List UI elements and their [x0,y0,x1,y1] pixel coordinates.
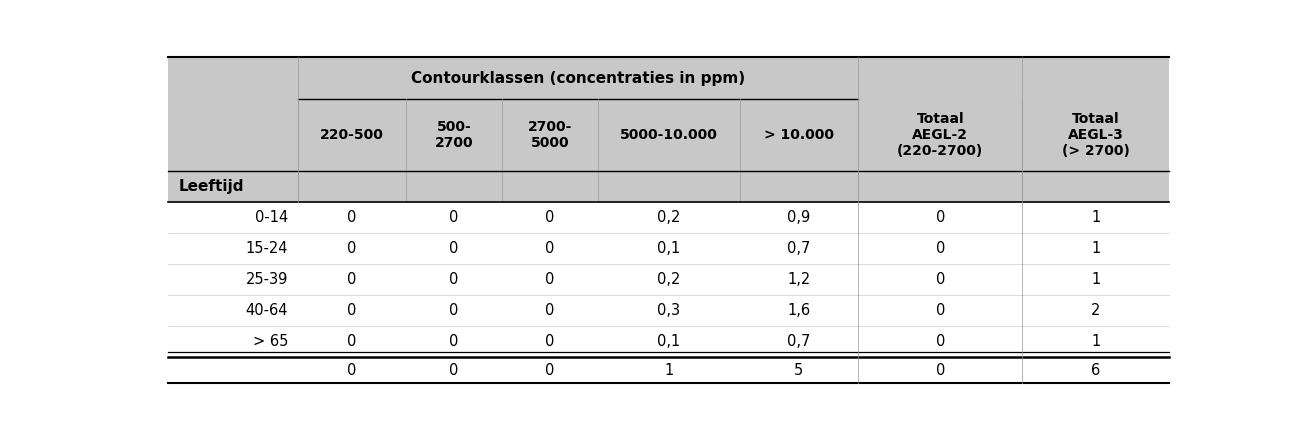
Text: Totaal
AEGL-2
(220-2700): Totaal AEGL-2 (220-2700) [898,112,984,158]
Text: 0,3: 0,3 [658,303,680,318]
Text: 1: 1 [1091,334,1100,349]
Bar [168,233,1169,264]
Text: 0: 0 [936,334,945,349]
Text: 6: 6 [1091,363,1100,378]
Text: 0: 0 [449,210,458,225]
Text: 1,6: 1,6 [787,303,810,318]
Text: 0: 0 [347,241,356,256]
Bar [168,99,1169,171]
Bar [168,171,1169,202]
Bar [168,295,1169,326]
Bar [168,202,1169,233]
Text: 0: 0 [545,272,555,287]
Text: 0: 0 [545,241,555,256]
Text: 0: 0 [347,272,356,287]
Text: 0: 0 [936,303,945,318]
Bar [168,326,1169,358]
Text: 0: 0 [449,272,458,287]
Text: > 65: > 65 [252,334,288,349]
Bar [168,358,1169,383]
Text: 0,2: 0,2 [658,272,680,287]
Text: 0: 0 [545,363,555,378]
Text: 0: 0 [449,334,458,349]
Text: 0: 0 [449,241,458,256]
Bar [168,264,1169,295]
Text: 0: 0 [545,334,555,349]
Text: 0,2: 0,2 [658,210,680,225]
Text: 0: 0 [936,272,945,287]
Text: 1: 1 [1091,241,1100,256]
Text: 0-14: 0-14 [254,210,288,225]
Text: 500-
2700: 500- 2700 [435,120,474,150]
Text: 25-39: 25-39 [245,272,288,287]
Text: 0: 0 [449,303,458,318]
Text: 0: 0 [936,241,945,256]
Text: 1: 1 [664,363,673,378]
Text: Leeftijd: Leeftijd [179,179,244,194]
Text: 0: 0 [347,334,356,349]
Text: 0: 0 [936,363,945,378]
Text: 220-500: 220-500 [320,128,384,142]
Text: Totaal
AEGL-3
(> 2700): Totaal AEGL-3 (> 2700) [1062,112,1130,158]
Text: 0,1: 0,1 [658,241,680,256]
Text: 0,7: 0,7 [787,241,810,256]
Text: 1,2: 1,2 [787,272,810,287]
Text: 5: 5 [795,363,804,378]
Text: 0: 0 [545,210,555,225]
Text: 0: 0 [347,303,356,318]
Text: 2: 2 [1091,303,1100,318]
Text: 1: 1 [1091,210,1100,225]
Text: 15-24: 15-24 [245,241,288,256]
Text: 5000-10.000: 5000-10.000 [620,128,718,142]
Text: 0,7: 0,7 [787,334,810,349]
Text: > 10.000: > 10.000 [763,128,834,142]
Text: 2700-
5000: 2700- 5000 [527,120,572,150]
Text: 0: 0 [936,210,945,225]
Text: 0,9: 0,9 [787,210,810,225]
Text: Contourklassen (concentraties in ppm): Contourklassen (concentraties in ppm) [411,71,745,86]
Text: 0: 0 [347,363,356,378]
Text: 0: 0 [545,303,555,318]
Text: 0: 0 [347,210,356,225]
Bar [168,58,1169,99]
Text: 0,1: 0,1 [658,334,680,349]
Text: 1: 1 [1091,272,1100,287]
Text: 40-64: 40-64 [245,303,288,318]
Text: 0: 0 [449,363,458,378]
